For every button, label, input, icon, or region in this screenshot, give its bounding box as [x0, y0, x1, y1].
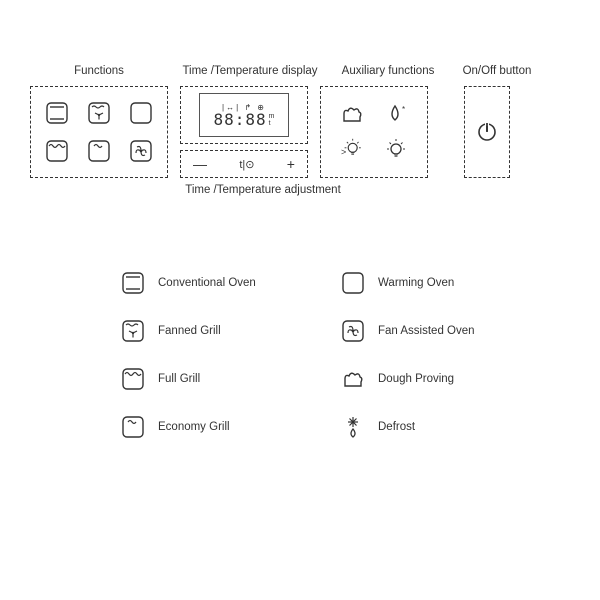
function-full-grill[interactable] [41, 138, 73, 164]
legend-dough: Dough Proving [340, 366, 530, 392]
function-conventional[interactable] [41, 100, 73, 126]
time-temperature-column: |↔| ↱ ⊕ 88:88 m t — t|⊙ + [180, 86, 308, 178]
dough-proving-icon [340, 366, 366, 392]
function-fanned-grill[interactable] [83, 100, 115, 126]
auxiliary-panel [320, 86, 428, 178]
aux-defrost[interactable] [379, 101, 413, 127]
warming-oven-icon [340, 270, 366, 296]
label-functions: Functions [30, 65, 168, 77]
lcd-unit-t: t [269, 120, 275, 127]
function-fan-assisted[interactable] [125, 138, 157, 164]
conventional-oven-icon [120, 270, 146, 296]
mode-toggle[interactable]: t|⊙ [239, 158, 254, 171]
fanned-grill-icon [120, 318, 146, 344]
aux-dough-proving[interactable] [335, 101, 369, 127]
function-economy-grill[interactable] [83, 138, 115, 164]
minus-button[interactable]: — [193, 156, 207, 172]
label-display: Time /Temperature display [180, 65, 320, 77]
legend-fan-assisted: Fan Assisted Oven [340, 318, 530, 344]
fan-assisted-icon [340, 318, 366, 344]
legend-full-grill: Full Grill [120, 366, 310, 392]
legend-conventional: Conventional Oven [120, 270, 310, 296]
lcd-screen: |↔| ↱ ⊕ 88:88 m t [199, 93, 289, 137]
defrost-icon [340, 414, 366, 440]
adjustment-panel: — t|⊙ + [180, 150, 308, 178]
lcd-unit-m: m [269, 113, 275, 120]
aux-quick-light[interactable] [335, 137, 369, 163]
functions-panel [30, 86, 168, 178]
power-button[interactable] [474, 119, 500, 145]
label-power: On/Off button [452, 65, 542, 77]
legend-warming: Warming Oven [340, 270, 530, 296]
power-panel [464, 86, 510, 178]
lcd-digits: 88:88 [213, 112, 266, 128]
legend-economy-grill: Economy Grill [120, 414, 310, 440]
panel-labels: Functions Time /Temperature display Auxi… [30, 65, 570, 77]
plus-button[interactable]: + [287, 156, 295, 172]
label-adjustment: Time /Temperature adjustment [168, 184, 358, 196]
aux-light[interactable] [379, 137, 413, 163]
label-auxiliary: Auxiliary functions [328, 65, 448, 77]
economy-grill-icon [120, 414, 146, 440]
legend-fanned-grill: Fanned Grill [120, 318, 310, 344]
display-panel: |↔| ↱ ⊕ 88:88 m t [180, 86, 308, 144]
legend: Conventional Oven Warming Oven Fanned Gr… [120, 270, 530, 440]
control-panels: |↔| ↱ ⊕ 88:88 m t — t|⊙ + [30, 86, 510, 178]
function-warming[interactable] [125, 100, 157, 126]
legend-defrost: Defrost [340, 414, 530, 440]
full-grill-icon [120, 366, 146, 392]
